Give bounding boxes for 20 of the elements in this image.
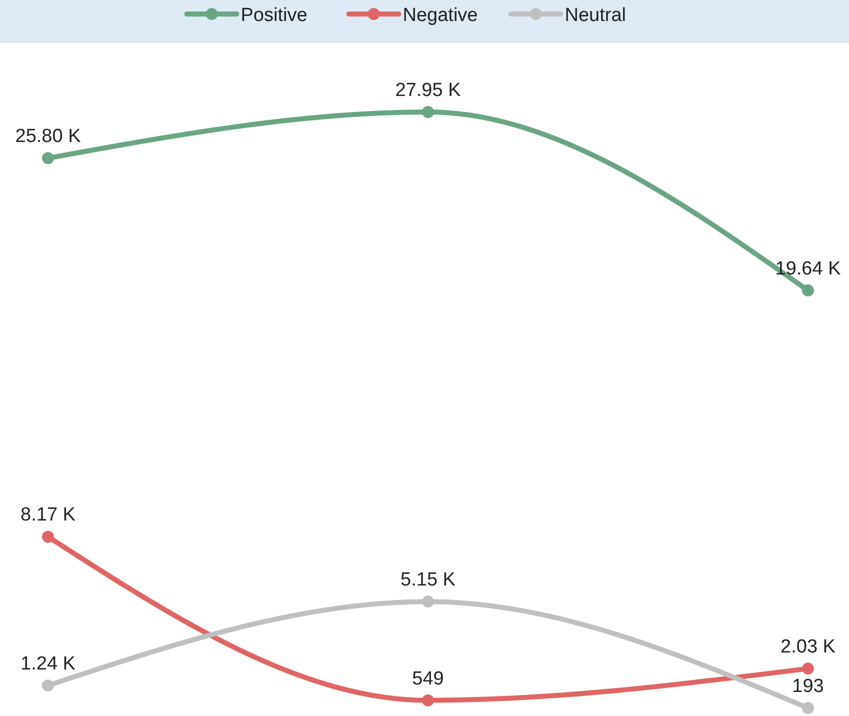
- data-label: 5.15 K: [400, 570, 456, 591]
- point: [42, 152, 54, 164]
- point: [42, 680, 54, 692]
- data-label: 8.17 K: [20, 504, 76, 526]
- point: [802, 702, 814, 714]
- legend-label: Negative: [402, 5, 478, 26]
- point: [422, 596, 434, 608]
- point: [422, 106, 434, 118]
- point: [422, 694, 434, 706]
- data-label: 193: [792, 676, 824, 697]
- point: [42, 530, 54, 543]
- data-label: 2.03 K: [780, 636, 836, 658]
- data-label: 549: [412, 668, 444, 690]
- point: [802, 284, 814, 296]
- legend-label: Positive: [240, 5, 308, 26]
- point: [802, 662, 814, 675]
- data-label: 27.95 K: [395, 80, 462, 101]
- data-label: 1.24 K: [20, 654, 76, 675]
- data-label: 25.80 K: [15, 126, 82, 148]
- legend-label: Neutral: [564, 5, 626, 26]
